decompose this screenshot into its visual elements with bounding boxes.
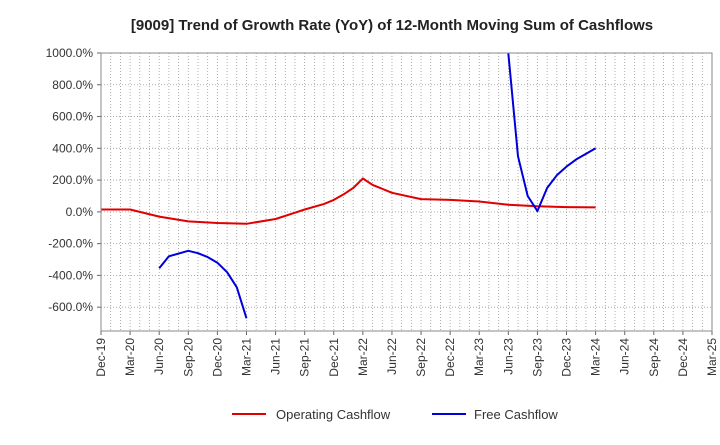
x-tick-label: Mar-23 xyxy=(472,338,486,376)
series-line-operating-cashflow xyxy=(101,177,596,225)
x-tick-label: Dec-21 xyxy=(327,338,341,377)
series-line-free-cashflow xyxy=(158,249,248,319)
x-tick-label: Mar-22 xyxy=(356,338,370,376)
x-tick-label: Sep-20 xyxy=(181,338,195,377)
y-tick-label: -200.0% xyxy=(48,237,93,251)
x-tick-label: Sep-23 xyxy=(530,338,544,377)
legend: Operating Cashflow Free Cashflow xyxy=(232,407,558,422)
y-tick-label: -600.0% xyxy=(48,300,93,314)
x-tick-label: Jun-20 xyxy=(152,338,166,375)
x-tick-label: Mar-24 xyxy=(589,338,603,376)
series-line-free-cashflow xyxy=(507,52,597,213)
x-tick-label: Dec-23 xyxy=(560,338,574,377)
x-tick-label: Jun-24 xyxy=(618,338,632,375)
series-layer xyxy=(101,52,597,319)
x-tick-label: Dec-20 xyxy=(210,338,224,377)
y-tick-label: -400.0% xyxy=(48,268,93,282)
plot-frame xyxy=(100,52,713,332)
y-tick-label: 1000.0% xyxy=(46,46,94,60)
x-tick-label: Sep-24 xyxy=(647,338,661,377)
x-axis-ticks: Dec-19 Mar-20 Jun-20 Sep-20 Dec-20 Mar-21 Jun-… xyxy=(94,331,719,377)
y-tick-label: 200.0% xyxy=(52,173,93,187)
x-tick-label: Jun-22 xyxy=(385,338,399,375)
y-tick-label: 800.0% xyxy=(52,78,93,92)
x-tick-label: Dec-22 xyxy=(443,338,457,377)
y-tick-label: 600.0% xyxy=(52,110,93,124)
grid-layer xyxy=(101,52,712,331)
x-tick-label: Jun-23 xyxy=(501,338,515,375)
legend-label: Free Cashflow xyxy=(474,407,558,422)
x-tick-label: Mar-20 xyxy=(123,338,137,376)
y-tick-label: 400.0% xyxy=(52,141,93,155)
x-tick-label: Jun-21 xyxy=(269,338,283,375)
x-tick-label: Dec-19 xyxy=(94,338,108,377)
chart-title: [9009] Trend of Growth Rate (YoY) of 12-… xyxy=(131,17,653,34)
legend-label: Operating Cashflow xyxy=(276,407,391,422)
x-tick-label: Sep-22 xyxy=(414,338,428,377)
y-tick-label: 0.0% xyxy=(66,205,94,219)
x-tick-label: Sep-21 xyxy=(298,338,312,377)
x-tick-label: Mar-21 xyxy=(239,338,253,376)
x-tick-label: Mar-25 xyxy=(705,338,719,376)
y-axis-ticks: 1000.0% 800.0% 600.0% 400.0% 200.0% 0.0% -200.… xyxy=(46,46,101,314)
x-tick-label: Dec-24 xyxy=(676,338,690,377)
